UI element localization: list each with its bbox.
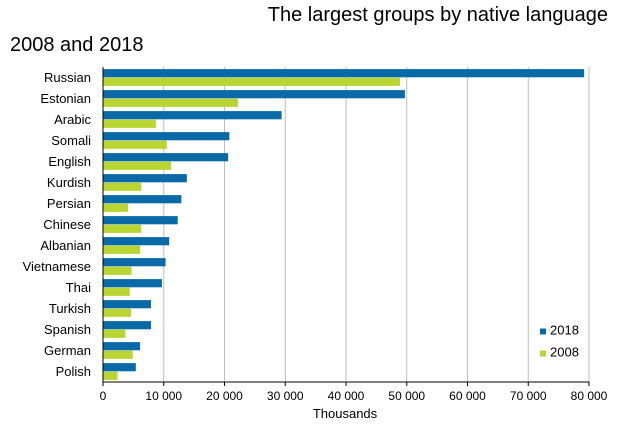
legend: 2018 2008 bbox=[540, 323, 579, 360]
bar-thai-2008 bbox=[103, 287, 130, 296]
category-label: Turkish bbox=[49, 301, 91, 316]
category-label: English bbox=[48, 154, 91, 169]
bar-kurdish-2018 bbox=[103, 174, 187, 183]
bar-thai-2018 bbox=[103, 279, 162, 288]
bar-turkish-2008 bbox=[103, 308, 131, 317]
x-tick-label: 10 000 bbox=[145, 389, 182, 403]
bar-estonian-2008 bbox=[103, 98, 238, 107]
legend-swatch-2008 bbox=[540, 350, 546, 357]
bar-russian-2008 bbox=[103, 77, 401, 86]
x-tick-label: 30 000 bbox=[267, 389, 304, 403]
bar-polish-2008 bbox=[103, 371, 118, 380]
category-label: Russian bbox=[44, 70, 91, 85]
legend-label-2008: 2008 bbox=[550, 345, 579, 360]
category-label: Albanian bbox=[40, 238, 91, 253]
x-tick-label: 40 000 bbox=[328, 389, 365, 403]
category-label: Kurdish bbox=[47, 175, 91, 190]
bar-polish-2018 bbox=[103, 363, 136, 372]
chart-subtitle: 2008 and 2018 bbox=[10, 34, 144, 56]
category-label: Persian bbox=[47, 196, 91, 211]
bar-persian-2018 bbox=[103, 195, 182, 204]
legend-label-2018: 2018 bbox=[550, 323, 579, 338]
category-label: German bbox=[44, 343, 91, 358]
bar-vietnamese-2018 bbox=[103, 258, 166, 267]
category-label: Arabic bbox=[54, 112, 91, 127]
bar-group bbox=[103, 69, 585, 380]
x-tick-label: 20 000 bbox=[206, 389, 243, 403]
bar-english-2018 bbox=[103, 153, 229, 162]
category-label: Chinese bbox=[43, 217, 91, 232]
bar-somali-2008 bbox=[103, 140, 167, 149]
bar-arabic-2008 bbox=[103, 119, 156, 128]
category-label: Polish bbox=[56, 364, 91, 379]
bar-russian-2018 bbox=[103, 69, 585, 78]
bar-german-2008 bbox=[103, 350, 133, 359]
x-tick-label: 50 000 bbox=[388, 389, 425, 403]
x-tick-label: 60 000 bbox=[449, 389, 486, 403]
x-tick-label: 80 000 bbox=[571, 389, 608, 403]
bar-chinese-2018 bbox=[103, 216, 178, 225]
bar-estonian-2018 bbox=[103, 90, 405, 99]
bar-albanian-2018 bbox=[103, 237, 170, 246]
x-axis: 0 10 000 20 000 30 000 40 000 50 000 60 000 70 … bbox=[100, 67, 608, 403]
bar-spanish-2008 bbox=[103, 329, 126, 338]
grid-lines bbox=[163, 67, 590, 382]
bar-turkish-2018 bbox=[103, 300, 151, 309]
bar-albanian-2008 bbox=[103, 245, 141, 254]
category-label: Spanish bbox=[44, 322, 91, 337]
x-tick-label: 0 bbox=[100, 389, 107, 403]
x-tick-label: 70 000 bbox=[510, 389, 547, 403]
bar-chinese-2008 bbox=[103, 224, 142, 233]
category-label: Somali bbox=[51, 133, 91, 148]
bar-arabic-2018 bbox=[103, 111, 282, 120]
bar-persian-2008 bbox=[103, 203, 128, 212]
bar-vietnamese-2008 bbox=[103, 266, 132, 275]
category-label: Thai bbox=[66, 280, 91, 295]
category-label: Vietnamese bbox=[23, 259, 91, 274]
legend-swatch-2018 bbox=[540, 328, 546, 335]
bar-german-2018 bbox=[103, 342, 141, 351]
bar-spanish-2018 bbox=[103, 321, 151, 330]
category-label: Estonian bbox=[40, 91, 91, 106]
bar-somali-2018 bbox=[103, 132, 230, 141]
bar-english-2008 bbox=[103, 161, 172, 170]
bar-kurdish-2008 bbox=[103, 182, 142, 191]
chart-title: The largest groups by native language bbox=[267, 4, 608, 26]
category-labels: Russian Estonian Arabic Somali English Kurdis… bbox=[23, 70, 92, 379]
x-axis-title: Thousands bbox=[313, 406, 378, 421]
